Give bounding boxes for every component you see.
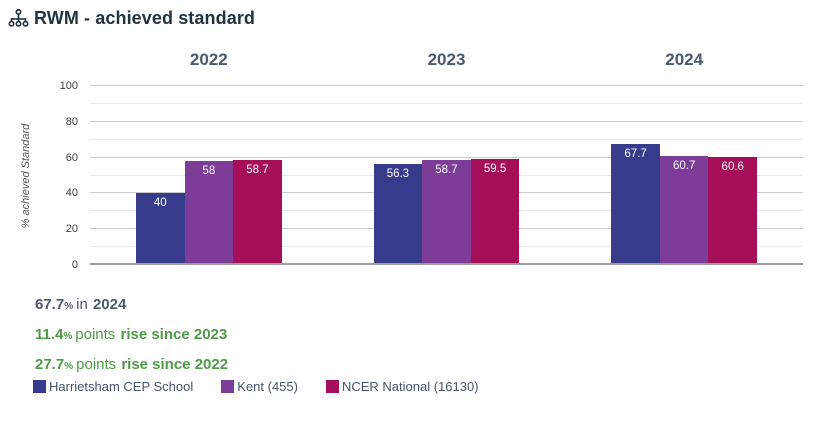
legend-label: Kent (455) xyxy=(237,379,298,394)
bar-value-label: 58.7 xyxy=(435,163,458,176)
page-title: RWM - achieved standard xyxy=(34,8,256,28)
summary-text: points xyxy=(75,326,116,343)
summary-value: 11.4 xyxy=(35,326,64,343)
summary-emphasis: 2024 xyxy=(92,296,127,313)
bar-2022-ncer-national-16130: 58.7 xyxy=(233,159,282,265)
bar-value-label: 58 xyxy=(202,165,216,178)
legend-item: NCER National (16130) xyxy=(325,379,479,394)
summary-line-current: 67.7% in 2024 xyxy=(35,295,228,316)
bar-2023-kent-455: 58.7 xyxy=(422,159,471,265)
legend-item: Harrietsham CEP School xyxy=(33,379,193,394)
percent-sign: % xyxy=(64,301,74,312)
legend-swatch xyxy=(325,380,339,393)
gridline xyxy=(90,156,803,158)
sitemap-icon xyxy=(8,8,29,27)
bar-value-label: 60.7 xyxy=(672,160,696,173)
bar-value-label: 59.5 xyxy=(483,162,507,175)
bar-value-label: 60.6 xyxy=(721,160,744,173)
bar-2024-harrietsham-cep-school: 67.7 xyxy=(611,143,660,265)
summary-text: points xyxy=(76,356,117,373)
y-tick-label: 40 xyxy=(65,187,78,200)
category-header: 2022 xyxy=(189,50,228,69)
y-tick-label: 100 xyxy=(59,80,78,92)
legend-label: NCER National (16130) xyxy=(341,379,479,394)
summary-emphasis: rise since 2022 xyxy=(121,356,229,373)
y-tick-label: 60 xyxy=(65,151,78,164)
percent-sign: % xyxy=(63,331,73,342)
y-tick-label: 0 xyxy=(71,259,78,271)
summary-value: 67.7 xyxy=(35,296,65,313)
summary-text: in xyxy=(76,296,88,313)
bar-value-label: 67.7 xyxy=(624,147,647,160)
chart-header: RWM - achieved standard xyxy=(8,8,255,29)
gridline xyxy=(90,120,803,122)
summary-block: 67.7% in 2024 11.4% points rise since 2023… xyxy=(35,295,228,385)
y-tick-label: 80 xyxy=(65,115,78,128)
percent-sign: % xyxy=(64,361,74,372)
gridline xyxy=(90,102,803,104)
year-headers: 2022 2023 2024 xyxy=(90,50,803,72)
bar-value-label: 56.3 xyxy=(386,168,410,181)
summary-value: 27.7 xyxy=(35,356,65,373)
gridline xyxy=(90,138,803,140)
y-axis-title: % achieved Standard xyxy=(18,86,34,265)
bar-2022-kent-455: 58 xyxy=(184,161,234,265)
legend: Harrietsham CEP School Kent (455) NCER Nat… xyxy=(33,379,479,394)
bar-2024-kent-455: 60.7 xyxy=(659,156,709,265)
bar-2022-harrietsham-cep-school: 40 xyxy=(135,193,185,265)
bar-2023-harrietsham-cep-school: 56.3 xyxy=(373,164,423,265)
category-header: 2023 xyxy=(427,50,466,69)
gridline xyxy=(90,85,803,86)
category-header: 2024 xyxy=(665,50,704,69)
bar-2024-ncer-national-16130: 60.6 xyxy=(708,156,758,265)
legend-swatch xyxy=(33,380,46,393)
y-axis-title-text: % achieved Standard xyxy=(20,123,32,228)
summary-emphasis: rise since 2023 xyxy=(120,326,228,343)
summary-line-rise-2022: 27.7% points rise since 2022 xyxy=(35,355,228,376)
summary-line-rise-2023: 11.4% points rise since 2023 xyxy=(35,325,228,346)
bar-value-label: 58.7 xyxy=(246,163,269,176)
legend-label: Harrietsham CEP School xyxy=(49,379,194,394)
plot-area: 40 58 58.7 56.3 58.7 59.5 67.7 60.7 60.6 xyxy=(90,85,803,265)
y-axis-ticks: 0 20 40 60 80 100 xyxy=(38,80,84,271)
bar-value-label: 40 xyxy=(153,197,167,210)
y-tick-label: 20 xyxy=(65,223,78,236)
legend-item: Kent (455) xyxy=(221,379,298,394)
bar-2023-ncer-national-16130: 59.5 xyxy=(470,158,520,265)
legend-swatch xyxy=(221,380,235,393)
gridline xyxy=(90,263,803,265)
bar-chart: 2022 2023 2024 0 20 40 60 80 100 % achieved Sta… xyxy=(0,45,818,280)
